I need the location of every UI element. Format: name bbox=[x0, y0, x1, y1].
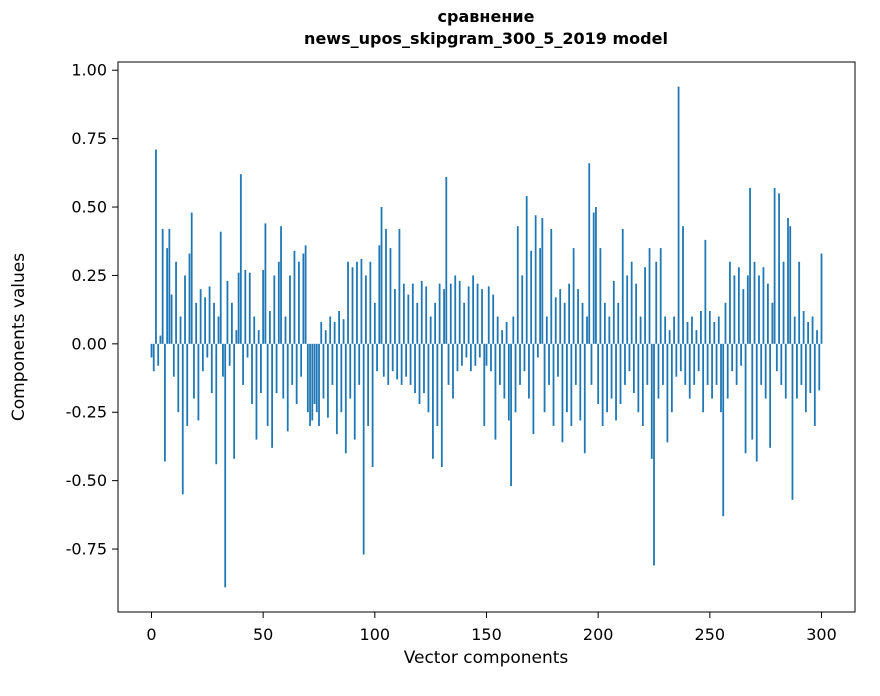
svg-text:300: 300 bbox=[806, 625, 837, 644]
svg-text:0.25: 0.25 bbox=[71, 266, 107, 285]
svg-text:0.50: 0.50 bbox=[71, 198, 107, 217]
x-tick-marks bbox=[151, 612, 822, 618]
svg-text:100: 100 bbox=[360, 625, 391, 644]
bars-layer bbox=[150, 86, 823, 588]
svg-text:150: 150 bbox=[471, 625, 502, 644]
svg-text:0: 0 bbox=[146, 625, 156, 644]
chart-title: сравнение bbox=[438, 7, 535, 26]
svg-text:0.00: 0.00 bbox=[71, 334, 107, 353]
svg-text:200: 200 bbox=[583, 625, 614, 644]
svg-text:250: 250 bbox=[695, 625, 726, 644]
y-tick-marks bbox=[112, 69, 118, 550]
x-tick-labels: 0 50 100 150 200 250 300 bbox=[146, 625, 836, 644]
x-axis-label: Vector components bbox=[404, 648, 569, 668]
y-tick-labels: 1.00 0.75 0.50 0.25 0.00 -0.25 -0.50 -0.75 bbox=[66, 61, 107, 559]
axes-frame bbox=[117, 61, 856, 613]
svg-text:-0.25: -0.25 bbox=[66, 403, 107, 422]
svg-text:50: 50 bbox=[253, 625, 273, 644]
svg-text:-0.50: -0.50 bbox=[66, 471, 107, 490]
y-axis-label: Components values bbox=[9, 253, 29, 421]
svg-text:0.75: 0.75 bbox=[71, 129, 107, 148]
chart-subtitle: news_upos_skipgram_300_5_2019 model bbox=[304, 29, 668, 48]
svg-text:-0.75: -0.75 bbox=[66, 540, 107, 559]
svg-text:1.00: 1.00 bbox=[71, 61, 107, 80]
